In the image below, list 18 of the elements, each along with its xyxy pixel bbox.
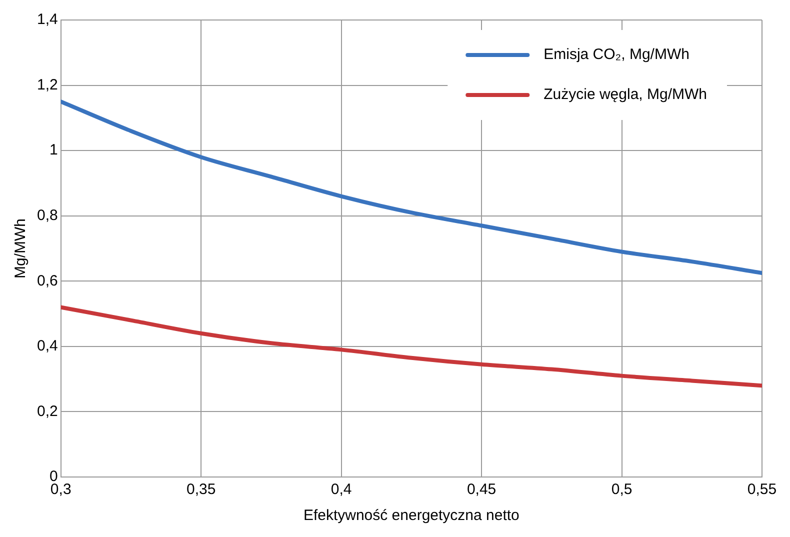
- line-series: [60, 305, 762, 388]
- y-tick-label: 1,4: [36, 11, 58, 28]
- x-tick-label: 0,5: [611, 481, 632, 498]
- x-tick-label: 0,3: [50, 481, 72, 498]
- y-tick-label: 0,4: [36, 338, 58, 355]
- y-tick-label: 1: [50, 142, 58, 159]
- y-axis-title: Mg/MWh: [12, 218, 30, 278]
- y-tick-label: 0,6: [36, 272, 58, 290]
- y-tick-label: 1,2: [36, 76, 58, 94]
- x-axis-title: Efektywność energetyczna netto: [303, 507, 520, 524]
- x-tick-label: 0,4: [330, 481, 352, 498]
- x-tick-label: 0,35: [186, 481, 216, 498]
- x-tick-label: 0,45: [466, 481, 496, 498]
- x-tick-label: 0,55: [747, 481, 777, 498]
- y-tick-label: 0,2: [36, 402, 58, 420]
- legend-label: Emisja CO₂, Mg/MWh: [544, 46, 690, 64]
- y-tick-label: 0,8: [36, 207, 58, 224]
- legend-label: Zużycie węgla, Mg/MWh: [544, 86, 707, 104]
